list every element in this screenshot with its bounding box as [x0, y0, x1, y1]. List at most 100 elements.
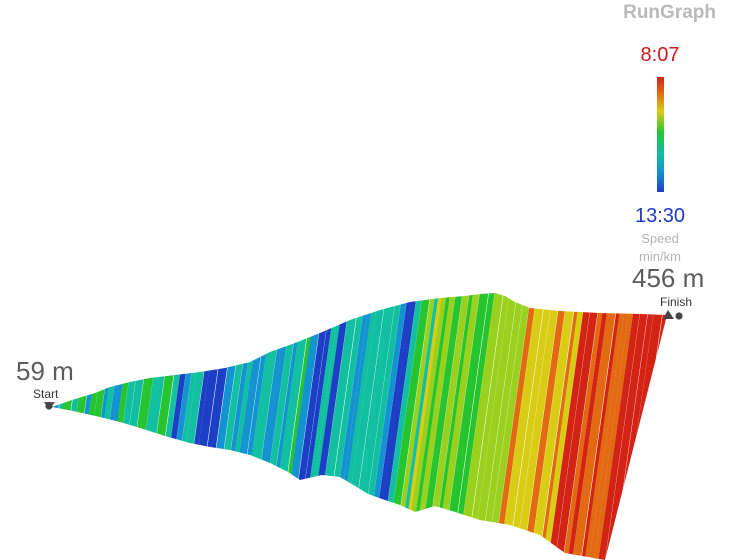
- speed-stripe: [159, 293, 244, 560]
- speed-stripe: [656, 293, 667, 560]
- speed-stripe: [572, 293, 660, 560]
- speed-stripe: [696, 0, 730, 560]
- speed-stripe: [52, 293, 71, 560]
- speed-stripe: [256, 293, 342, 560]
- legend-metric-label: Speed: [641, 231, 679, 246]
- speed-stripe: [74, 293, 160, 560]
- speed-stripe: [379, 293, 464, 560]
- speed-stripe: [332, 293, 416, 560]
- speed-stripe: [266, 293, 355, 560]
- speed-stripe: [348, 293, 432, 560]
- speed-stripe: [401, 293, 484, 560]
- speed-stripe: [127, 293, 210, 560]
- speed-stripe: [409, 293, 492, 560]
- speed-stripe: [215, 293, 299, 560]
- legend-min-value: 13:30: [634, 205, 686, 227]
- speed-stripe: [52, 293, 116, 560]
- speed-stripe: [385, 293, 472, 560]
- speed-stripe: [52, 293, 129, 560]
- speed-stripe: [93, 293, 177, 560]
- speed-stripe: [52, 293, 88, 560]
- legend-unit-label: min/km: [639, 249, 681, 264]
- speed-stripe: [250, 293, 336, 560]
- speed-stripe: [298, 293, 382, 560]
- speed-stripe: [52, 293, 61, 560]
- start-flag-icon: [44, 402, 55, 410]
- speed-stripe: [710, 0, 730, 560]
- speed-stripe: [370, 293, 453, 560]
- speed-stripe: [442, 293, 530, 560]
- speed-stripe: [435, 293, 521, 560]
- speed-stripe: [121, 293, 207, 560]
- speed-stripe: [240, 293, 326, 560]
- speed-stripe: [471, 293, 559, 560]
- speed-stripe: [52, 293, 108, 560]
- speed-stripe: [84, 293, 169, 560]
- speed-stripe: [451, 293, 536, 560]
- speed-stripe: [322, 293, 407, 560]
- speed-stripe: [563, 293, 647, 560]
- speed-stripe: [263, 293, 346, 560]
- speed-stripe: [523, 293, 609, 560]
- speed-stripe: [232, 293, 316, 560]
- speed-stripe: [55, 293, 143, 560]
- speed-stripe: [328, 293, 412, 560]
- speed-stripe: [110, 293, 197, 560]
- speed-stripe: [702, 0, 730, 560]
- speed-stripe: [359, 293, 444, 560]
- speed-stripe: [68, 293, 153, 560]
- speed-stripe: [52, 293, 82, 560]
- speed-stripe: [177, 293, 262, 560]
- speed-stripe: [336, 293, 420, 560]
- speed-stripe: [52, 293, 96, 560]
- speed-stripe: [647, 293, 667, 560]
- speed-stripe: [671, 0, 730, 560]
- speed-stripe: [131, 293, 218, 560]
- start-label: Start: [33, 387, 59, 401]
- speed-stripe: [340, 293, 428, 560]
- start-elevation: 59 m: [16, 356, 74, 386]
- speed-stripe: [153, 293, 239, 560]
- legend-max-value: 8:07: [640, 44, 680, 66]
- speed-stripe: [169, 293, 257, 560]
- speed-stripe: [530, 293, 618, 560]
- speed-stripe: [208, 293, 294, 560]
- speed-stripe: [294, 293, 378, 560]
- speed-stripe: [584, 293, 667, 560]
- speed-stripe: [90, 293, 173, 560]
- speed-stripe: [52, 293, 120, 560]
- speed-stripe: [287, 293, 373, 560]
- speed-stripe: [539, 293, 622, 560]
- speed-stripe: [118, 293, 201, 560]
- speed-stripe: [677, 0, 730, 560]
- speed-stripe: [637, 293, 667, 560]
- speed-stripe: [479, 293, 566, 560]
- speed-stripe: [52, 293, 65, 560]
- speed-stripe: [52, 293, 135, 560]
- speed-stripe: [364, 293, 450, 560]
- speed-stripe: [148, 293, 233, 560]
- speed-stripe: [182, 293, 270, 560]
- speed-stripe: [432, 293, 515, 560]
- speed-stripe: [237, 293, 320, 560]
- speed-stripe: [613, 293, 667, 560]
- speed-stripe: [103, 293, 189, 560]
- speed-stripe: [650, 293, 667, 560]
- speed-stripe: [165, 293, 249, 560]
- speed-stripe: [598, 293, 667, 560]
- speed-stripe: [373, 293, 459, 560]
- speed-stripe: [397, 293, 481, 560]
- speed-stripe: [275, 293, 359, 560]
- speed-stripe: [499, 293, 587, 560]
- speed-stripe: [567, 293, 651, 560]
- speed-stripe: [303, 293, 386, 560]
- speed-stripe: [0, 0, 51, 560]
- speed-stripe: [631, 293, 667, 560]
- speed-stripe: [279, 293, 366, 560]
- speed-stripe: [191, 293, 279, 560]
- speed-stripe: [581, 293, 664, 560]
- speed-stripe: [690, 0, 730, 560]
- speed-stripe: [508, 293, 594, 560]
